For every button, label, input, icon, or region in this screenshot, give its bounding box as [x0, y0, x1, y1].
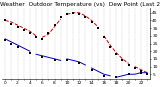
Point — [115, 54, 118, 55]
Point — [16, 26, 19, 27]
Point — [96, 27, 99, 29]
Point — [29, 52, 31, 53]
Point — [115, 77, 118, 78]
Point — [90, 69, 93, 70]
Point — [140, 72, 142, 73]
Point — [109, 46, 111, 47]
Point — [121, 60, 124, 61]
Point — [140, 70, 142, 72]
Point — [53, 60, 56, 61]
Point — [66, 60, 68, 61]
Point — [29, 32, 31, 33]
Point — [4, 20, 6, 21]
Point — [133, 67, 136, 69]
Title: Milwaukee Weather  Outdoor Temperature (vs)  Dew Point (Last 24 Hours): Milwaukee Weather Outdoor Temperature (v… — [0, 2, 160, 7]
Point — [10, 43, 13, 44]
Point — [66, 14, 68, 15]
Point — [72, 12, 74, 13]
Point — [53, 24, 56, 26]
Point — [35, 37, 37, 38]
Point — [10, 23, 13, 24]
Point — [22, 29, 25, 30]
Point — [127, 74, 130, 75]
Point — [103, 75, 105, 76]
Point — [146, 74, 148, 75]
Point — [41, 38, 44, 40]
Point — [90, 21, 93, 23]
Point — [59, 17, 62, 18]
Point — [16, 46, 19, 47]
Point — [84, 17, 87, 18]
Point — [41, 57, 44, 58]
Point — [78, 14, 80, 15]
Point — [78, 63, 80, 64]
Point — [127, 64, 130, 66]
Point — [47, 32, 50, 33]
Point — [4, 40, 6, 41]
Point — [103, 37, 105, 38]
